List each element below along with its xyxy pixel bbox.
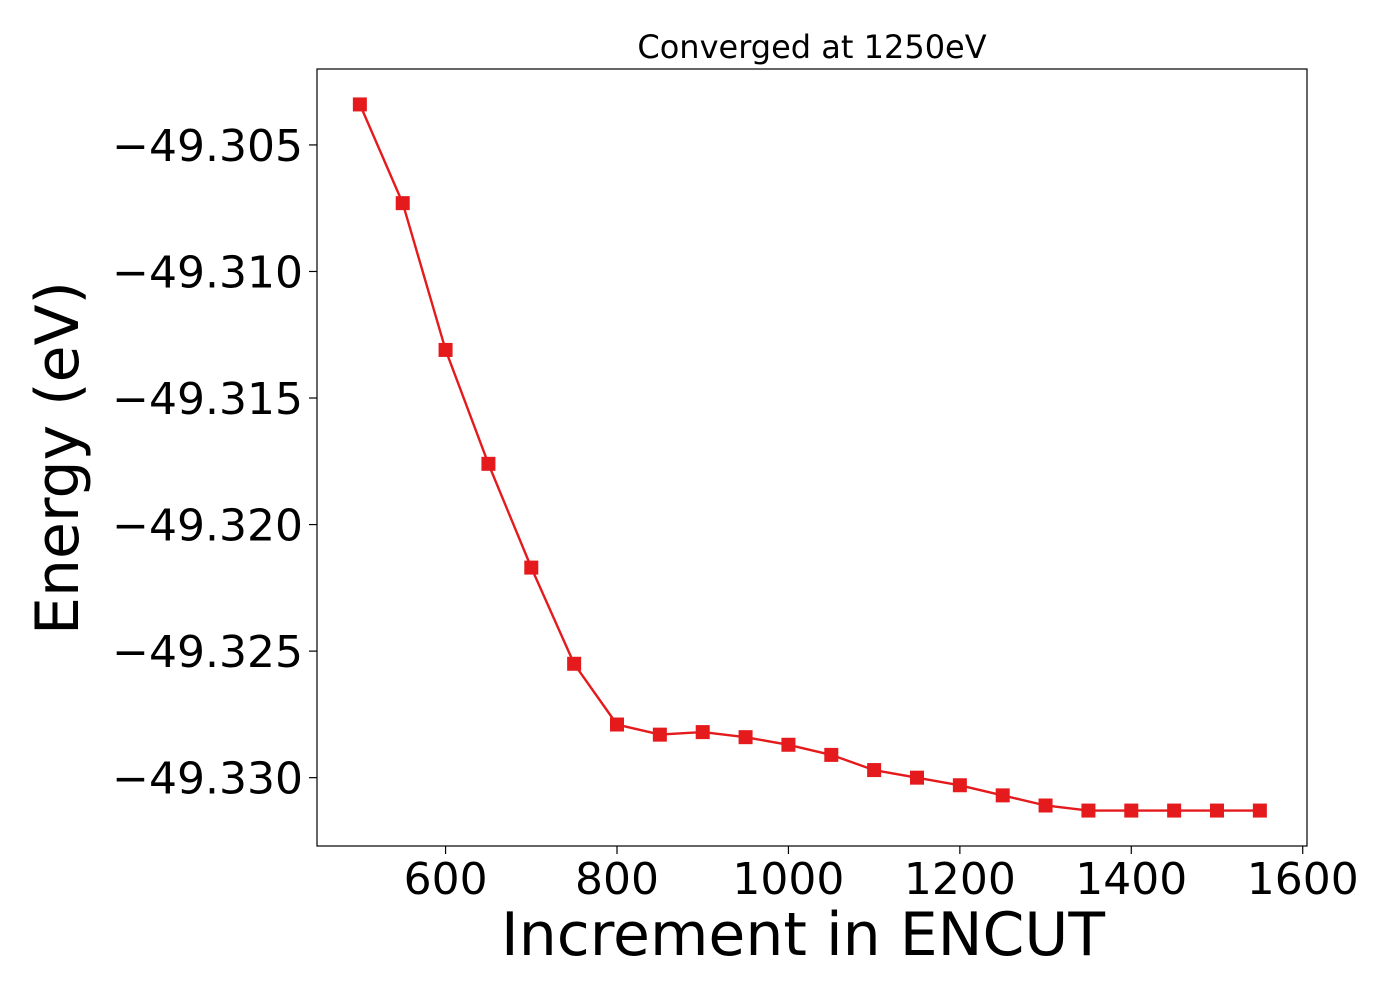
data-point-marker xyxy=(1038,798,1053,813)
data-point-marker xyxy=(1124,803,1139,818)
data-point-marker xyxy=(524,560,539,575)
y-tick-label: −49.315 xyxy=(112,374,303,425)
data-point-marker xyxy=(824,747,839,762)
data-point-marker xyxy=(738,730,753,745)
x-tick-label: 1200 xyxy=(904,854,1016,905)
data-point-marker xyxy=(695,725,710,740)
data-point-marker xyxy=(481,456,496,471)
x-tick-label: 600 xyxy=(404,854,488,905)
series-line xyxy=(358,103,1260,812)
y-tick-label: −49.310 xyxy=(112,247,303,298)
data-point-marker xyxy=(1167,803,1182,818)
y-tick-label: −49.325 xyxy=(112,627,303,678)
data-point-marker xyxy=(352,97,367,112)
data-point-marker xyxy=(952,778,967,793)
series-layer xyxy=(352,97,1267,818)
data-point-marker xyxy=(438,342,453,357)
x-tick-label: 1400 xyxy=(1075,854,1187,905)
x-axis: 600 800 1000 1200 1400 1600 xyxy=(404,846,1359,905)
y-tick-label: −49.330 xyxy=(112,754,303,805)
x-tick-label: 1600 xyxy=(1247,854,1359,905)
x-tick-label: 1000 xyxy=(732,854,844,905)
x-tick-label: 800 xyxy=(575,854,659,905)
y-tick-label: −49.305 xyxy=(112,121,303,172)
y-axis-label: Energy (eV) xyxy=(23,281,93,635)
data-point-marker xyxy=(867,763,882,778)
data-point-marker xyxy=(567,656,582,671)
plot-area-frame xyxy=(316,68,1308,847)
data-point-marker xyxy=(1210,803,1224,818)
data-point-marker xyxy=(395,196,410,211)
data-point-marker xyxy=(652,727,667,742)
data-point-marker xyxy=(1252,803,1267,818)
chart-title: Converged at 1250eV xyxy=(637,28,986,66)
y-axis: −49.305 −49.310 −49.315 −49.320 −49.325 −49.3… xyxy=(112,121,317,805)
y-tick-label: −49.320 xyxy=(112,501,303,552)
data-point-marker xyxy=(781,737,796,752)
data-point-marker xyxy=(1081,803,1096,818)
data-point-marker xyxy=(610,717,624,732)
x-axis-label: Increment in ENCUT xyxy=(501,900,1105,970)
data-point-marker xyxy=(995,788,1010,803)
data-point-marker xyxy=(910,770,924,785)
